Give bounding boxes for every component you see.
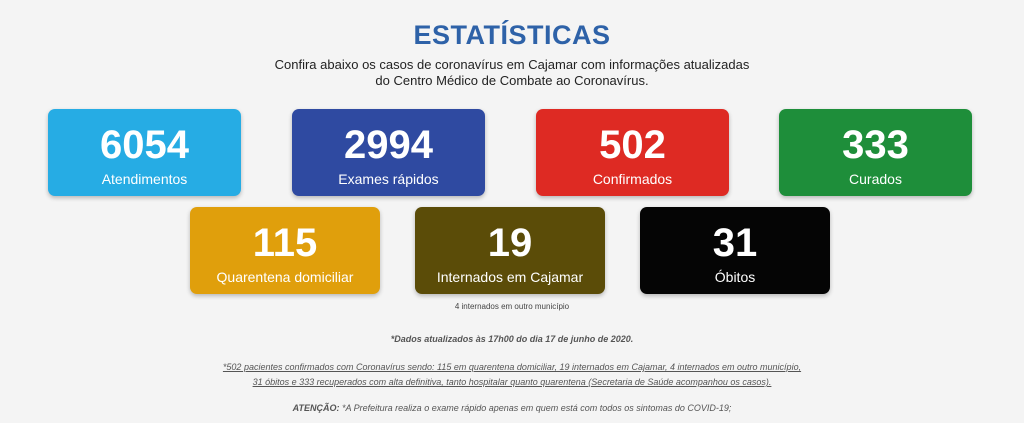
stat-card-exames-rapidos: 2994 Exames rápidos [292, 109, 485, 196]
stat-card-curados: 333 Curados [779, 109, 972, 196]
footnote: *502 pacientes confirmados com Coronavír… [0, 360, 1024, 390]
attention-label: ATENÇÃO: [292, 403, 340, 413]
stat-value: 115 [252, 221, 318, 265]
attention-note: ATENÇÃO: *A Prefeitura realiza o exame r… [0, 403, 1024, 413]
stat-card-confirmados: 502 Confirmados [536, 109, 729, 196]
update-note: *Dados atualizados às 17h00 do dia 17 de… [390, 334, 634, 344]
stat-value: 333 [842, 123, 909, 167]
other-city-note: 4 internados em outro município [454, 302, 570, 311]
stat-value: 19 [487, 221, 533, 265]
stat-label: Curados [849, 171, 902, 187]
stat-value: 502 [599, 123, 666, 167]
stat-label: Quarentena domiciliar [216, 269, 354, 285]
stat-label: Atendimentos [101, 171, 188, 187]
page-title: ESTATÍSTICAS [413, 20, 611, 50]
stat-card-quarentena: 115 Quarentena domiciliar [190, 207, 380, 294]
footnote-line-1: *502 pacientes confirmados com Coronavír… [222, 362, 802, 372]
stat-value: 31 [712, 221, 758, 265]
stat-card-atendimentos: 6054 Atendimentos [48, 109, 241, 196]
stat-label: Confirmados [592, 171, 673, 187]
stat-card-internados: 19 Internados em Cajamar [415, 207, 605, 294]
page-subtitle: Confira abaixo os casos de coronavírus e… [0, 57, 1024, 89]
stat-card-obitos: 31 Óbitos [640, 207, 830, 294]
stat-label: Exames rápidos [338, 171, 439, 187]
footnote-line-2: 31 óbitos e 333 recuperados com alta def… [252, 377, 772, 387]
attention-text: *A Prefeitura realiza o exame rápido ape… [341, 403, 732, 413]
subtitle-line-1: Confira abaixo os casos de coronavírus e… [274, 57, 750, 72]
stat-value: 2994 [344, 123, 433, 167]
subtitle-line-2: do Centro Médico de Combate ao Coronavír… [375, 73, 649, 88]
stat-label: Internados em Cajamar [436, 269, 584, 285]
stat-label: Óbitos [714, 269, 756, 285]
stat-value: 6054 [100, 123, 189, 167]
